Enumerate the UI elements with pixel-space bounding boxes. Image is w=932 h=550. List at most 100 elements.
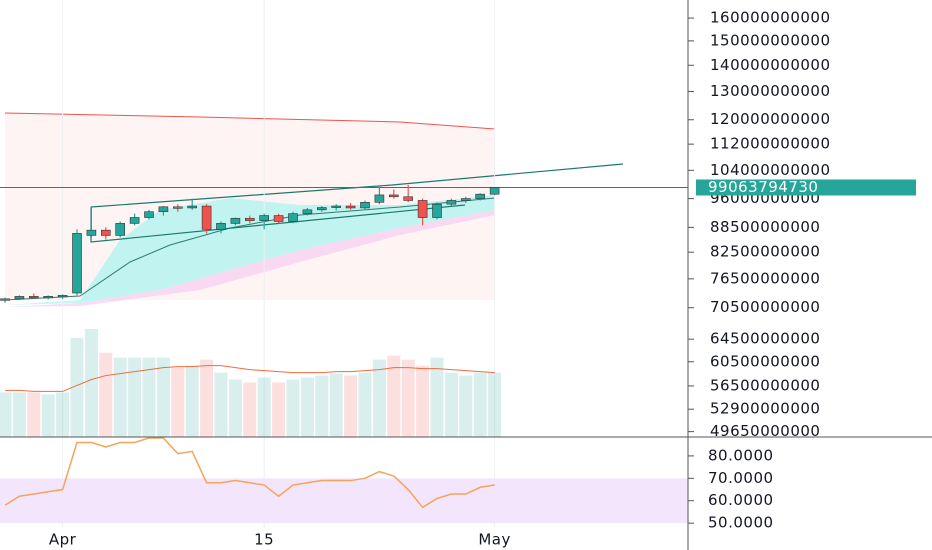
volume-bar	[444, 372, 458, 437]
candle-body	[259, 215, 270, 221]
volume-bar	[200, 359, 214, 437]
plot-area	[0, 0, 688, 528]
y-tick-label: 56500000000	[710, 376, 820, 394]
candle-body	[101, 229, 111, 236]
volume-bar	[272, 382, 286, 437]
volume-bar	[430, 357, 444, 437]
volume-bar	[459, 375, 473, 437]
volume-bar	[142, 357, 156, 437]
y-tick-label: 104000000000	[710, 161, 831, 179]
volume-bar	[488, 372, 502, 437]
candle-body	[288, 213, 298, 222]
volume-bar	[56, 392, 70, 437]
x-tick-label: 15	[254, 531, 274, 549]
x-tick-label: May	[478, 531, 511, 549]
y-tick-label: 76500000000	[710, 269, 820, 287]
y-tick-label: 82500000000	[710, 243, 820, 261]
volume-bar	[286, 379, 300, 437]
candle-body	[345, 205, 356, 209]
cloud-fill-2	[5, 210, 495, 307]
candle-body	[201, 205, 212, 230]
candle-body	[417, 200, 428, 218]
candle-body	[173, 206, 183, 209]
moving-average	[4, 197, 496, 301]
candle-body	[158, 206, 169, 213]
volume-bar	[243, 382, 257, 437]
candle-body	[144, 211, 154, 218]
candle-body	[360, 202, 370, 209]
volume-bar	[70, 337, 84, 437]
y2-tick-label: 80.0000	[708, 446, 774, 464]
volume-bar	[0, 392, 12, 437]
y2-tick-label: 70.0000	[708, 469, 774, 487]
y-tick-label: 60500000000	[710, 352, 820, 370]
volume-ma	[5, 365, 495, 392]
volume-bar	[315, 375, 329, 437]
y-tick-label: 49650000000	[710, 422, 820, 440]
volume-bar	[329, 373, 343, 437]
envelope-line	[4, 112, 496, 130]
x-tick-label: Apr	[49, 531, 77, 549]
candle-body	[216, 223, 226, 230]
candle-body	[14, 296, 25, 300]
volume-bar	[99, 352, 113, 437]
candle-body	[86, 229, 97, 236]
candle-body	[403, 196, 414, 201]
y-tick-label: 112000000000	[710, 135, 831, 153]
candle-body	[72, 233, 82, 294]
volume-bar	[387, 355, 401, 437]
volume-bar	[84, 328, 98, 437]
volume-bar	[41, 394, 55, 437]
last-price-label: 99063794730	[708, 178, 818, 196]
y-tick-label: 120000000000	[710, 110, 831, 128]
candle-body	[43, 296, 54, 299]
volume-bar	[128, 357, 142, 437]
volume-bar	[372, 359, 386, 437]
volume-bar	[228, 379, 242, 437]
candle-body	[460, 198, 471, 201]
volume-bar	[257, 377, 271, 437]
candle-body	[302, 209, 313, 214]
candle-body	[374, 194, 385, 203]
y-tick-label: 70500000000	[710, 298, 820, 316]
candle-body	[245, 217, 255, 221]
volume-bar	[300, 377, 314, 437]
candle-body	[331, 205, 342, 208]
candle-body	[115, 223, 125, 236]
y-tick-label: 140000000000	[710, 56, 831, 74]
y-tick-label: 130000000000	[710, 82, 831, 100]
last-price-box	[696, 179, 916, 196]
y-tick-label: 160000000000	[710, 9, 831, 27]
volume-bar	[185, 365, 199, 437]
volume-bar	[27, 392, 41, 437]
volume-bar	[113, 357, 127, 437]
volume-bar	[358, 372, 372, 437]
cloud-fill	[5, 195, 495, 305]
candle-body	[0, 298, 10, 301]
volume-bar	[416, 365, 430, 437]
candle-body	[475, 193, 486, 199]
candle-body	[273, 215, 284, 222]
volume-bar	[214, 372, 228, 437]
candle-body	[388, 194, 399, 198]
candle-body	[230, 217, 241, 224]
y2-tick-label: 50.0000	[708, 514, 774, 532]
candle-body	[129, 217, 140, 224]
volume-bar	[156, 357, 170, 437]
volume-bar	[344, 375, 358, 437]
y-tick-label: 52900000000	[710, 400, 820, 418]
candle-body	[57, 295, 68, 298]
y-tick-label: 64500000000	[710, 330, 820, 348]
candle-body	[446, 200, 457, 205]
volume-bar	[401, 359, 415, 437]
candle-body	[28, 296, 39, 299]
volume-bar	[171, 367, 185, 437]
candle-body	[187, 205, 197, 209]
candle-body	[432, 203, 442, 218]
candle-body	[316, 207, 327, 211]
y2-tick-label: 60.0000	[708, 491, 774, 509]
volume-bar	[12, 392, 26, 437]
volume-bar	[473, 372, 487, 437]
y-tick-label: 150000000000	[710, 31, 831, 49]
